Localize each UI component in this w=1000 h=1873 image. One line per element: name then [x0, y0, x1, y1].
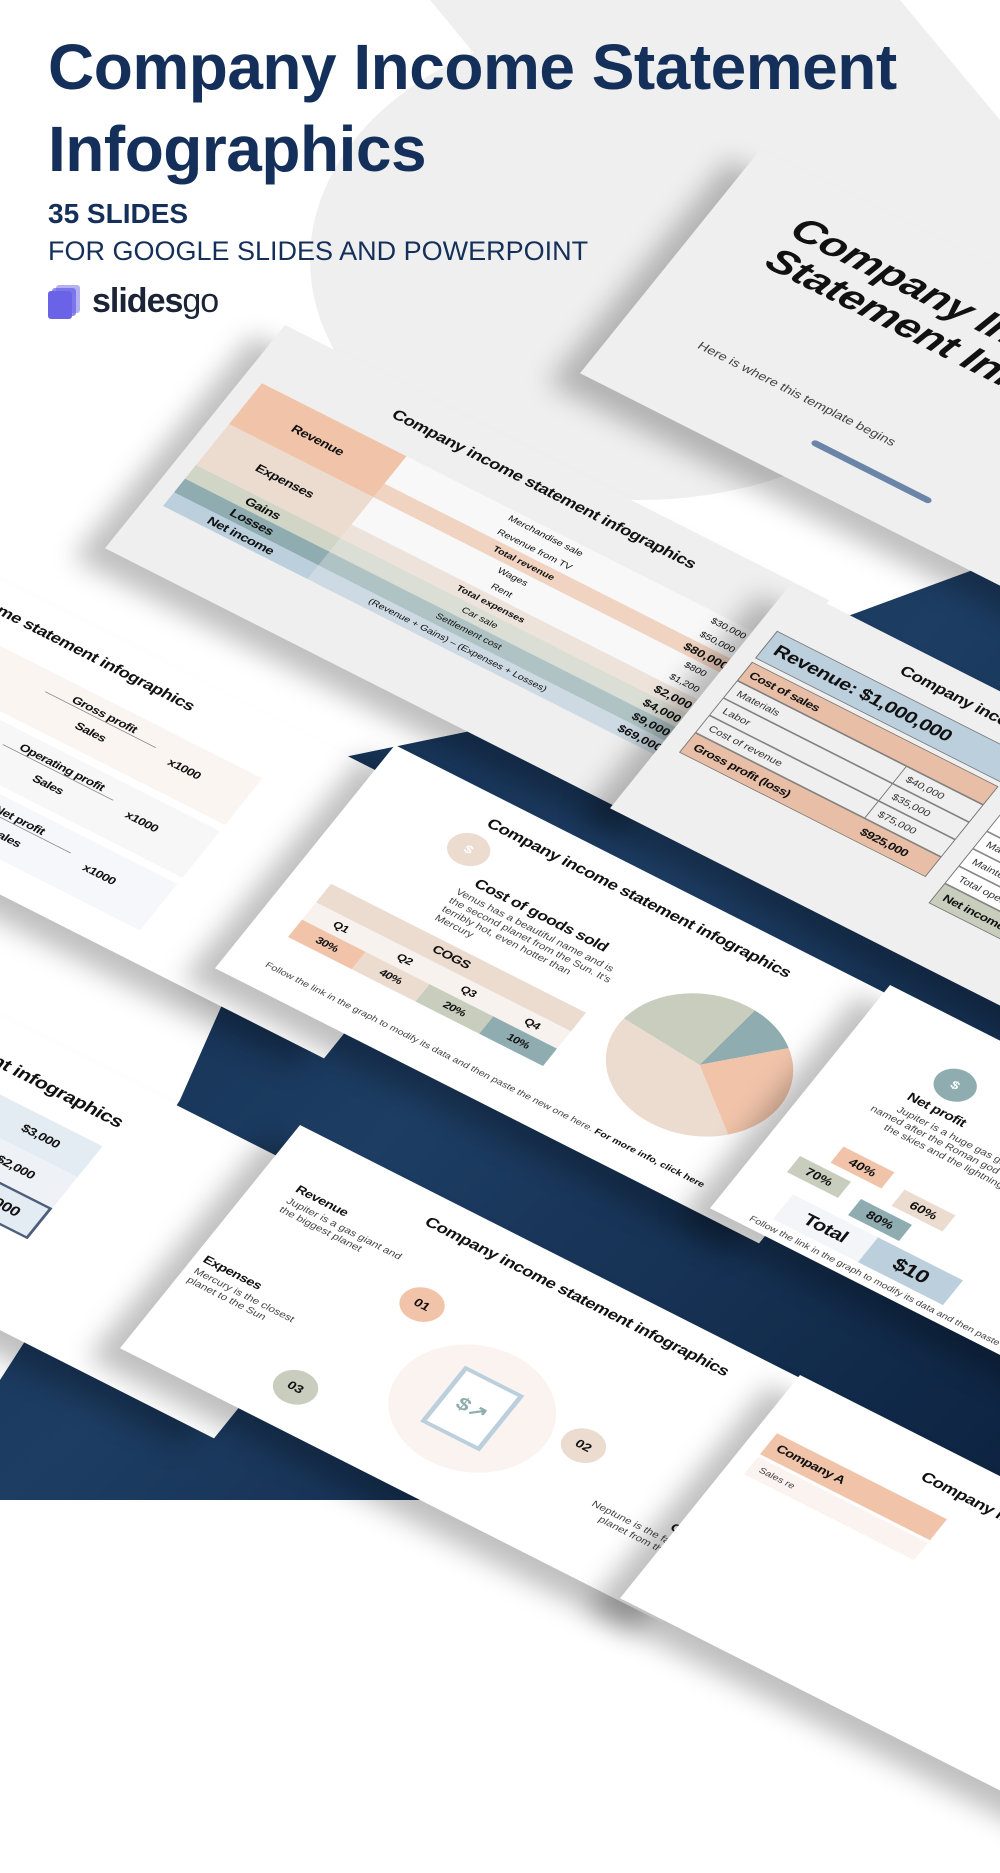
cover-subtitle: Here is where this template begins	[695, 339, 899, 448]
platforms-text: FOR GOOGLE SLIDES AND POWERPOINT	[48, 236, 588, 267]
brand-light: go	[182, 282, 218, 320]
slidesgo-logo: slidesgo	[48, 282, 218, 321]
step-number: 02	[553, 1422, 615, 1470]
page-title-line1: Company Income Statement	[48, 30, 897, 104]
pen-icon	[810, 439, 933, 504]
ratio-multiplier: x1000	[80, 861, 119, 887]
slidesgo-logo-icon	[48, 285, 82, 319]
slides-count: 35 SLIDES	[48, 198, 188, 230]
step-number: 03	[265, 1363, 327, 1411]
page-title-line2: Infographics	[48, 112, 426, 186]
clipboard-illustration: $↗	[358, 1319, 588, 1498]
ratio-multiplier: x1000	[165, 756, 204, 782]
brand-bold: slides	[92, 282, 182, 320]
cover-title: Company Income Statement Infographics	[758, 209, 1000, 512]
ratio-multiplier: x1000	[123, 809, 162, 835]
step-number: 01	[391, 1280, 453, 1328]
slide-title: Company income statement infographics	[995, 1064, 1000, 1230]
slide-title: Company income statement infographics	[917, 1469, 1000, 1635]
